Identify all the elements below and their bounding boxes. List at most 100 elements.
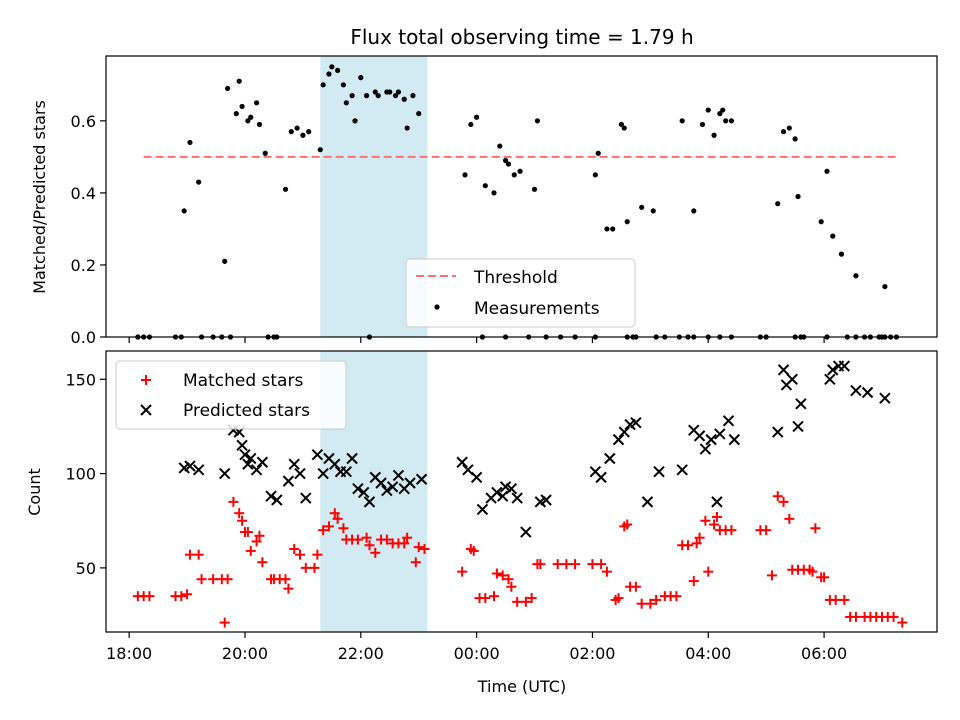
x-b	[282, 475, 295, 487]
bottom-x-marker-50	[595, 471, 607, 484]
top-point-0-84	[416, 111, 422, 117]
x-b	[491, 486, 503, 499]
bottom-x-marker-30	[381, 484, 393, 497]
bottom-plus-marker-61	[506, 581, 517, 592]
top-point-0-47	[187, 139, 193, 146]
bottom-plus-marker-47	[399, 538, 410, 549]
x-b	[357, 486, 370, 499]
top-point-0-107	[691, 208, 697, 214]
top-point-0-116	[780, 129, 787, 135]
bottom-plus-marker-66	[535, 559, 546, 570]
x-b	[589, 465, 602, 478]
x-b	[340, 465, 353, 478]
top-point-0-53	[239, 103, 245, 110]
bottom-x-marker-79	[879, 392, 891, 404]
xtick-label-3: 00:00	[454, 644, 500, 663]
bottom-x-marker-17	[300, 492, 312, 504]
bottom-plus-marker-62	[512, 596, 523, 607]
top-point-0-48	[196, 179, 202, 185]
bottom-plus-marker-17	[242, 527, 253, 538]
bottom-x-marker-2	[192, 464, 205, 476]
x-b	[641, 496, 654, 508]
x-b	[850, 384, 862, 397]
x-b	[630, 416, 642, 429]
bottom-x-marker-16	[294, 467, 306, 480]
bottom-x-marker-51	[604, 452, 616, 465]
x-b	[824, 373, 836, 385]
bottom-x-marker-25	[352, 482, 364, 495]
bottom-plus-marker-13	[228, 496, 239, 507]
top-point-0-52	[236, 78, 242, 84]
bottom-x-marker-76	[838, 360, 851, 372]
top-point-0-83	[410, 93, 416, 99]
top-point-0-106	[679, 118, 685, 124]
top-point-0-78	[387, 89, 393, 95]
bottom-x-marker-44	[505, 482, 518, 495]
top-point-0-59	[282, 186, 289, 192]
top-point-0-49	[222, 258, 228, 264]
bottom-plus-marker-58	[491, 568, 502, 579]
top-point-0-114	[728, 118, 735, 124]
bottom-x-marker-72	[795, 398, 807, 410]
bottom-plus-marker-81	[651, 594, 662, 605]
legend-measurements-label: Measurements	[474, 299, 600, 319]
top-point-0-64	[317, 147, 323, 153]
bottom-x-marker-3	[219, 467, 231, 480]
x-b	[728, 433, 741, 446]
legend-measurements-swatch	[434, 304, 440, 310]
top-point-0-91	[502, 157, 509, 164]
bottom-x-marker-73	[824, 373, 836, 385]
top-point-0-54	[245, 118, 251, 124]
bottom-plus-marker-92	[709, 519, 720, 530]
bottom-x-marker-12	[265, 490, 277, 502]
top-point-0-76	[375, 93, 381, 99]
x-b	[476, 503, 489, 516]
x-b	[404, 477, 416, 489]
bottom-plus-marker-52	[457, 566, 468, 577]
top-point-0-87	[474, 114, 480, 120]
bottom-plus-marker-76	[622, 519, 633, 530]
x-b	[219, 467, 231, 480]
top-point-0-90	[497, 143, 503, 149]
bottom-x-marker-74	[827, 364, 839, 376]
top-point-0-81	[401, 96, 407, 102]
x-b	[505, 482, 518, 495]
top-point-0-67	[329, 64, 335, 70]
bottom-plus-marker-63	[520, 596, 531, 607]
xtick-label-5: 04:00	[685, 644, 731, 663]
top-point-0-117	[786, 125, 792, 131]
top-point-0-120	[818, 219, 824, 225]
bottom-plus-marker-2	[144, 591, 155, 602]
bottom-plus-marker-31	[312, 549, 323, 560]
top-point-0-109	[705, 107, 711, 113]
bottom-x-marker-19	[317, 467, 329, 480]
bottom-plus-marker-39	[352, 534, 363, 545]
bottom-plus-marker-5	[182, 589, 193, 600]
x-b	[250, 464, 263, 476]
bottom-plus-marker-21	[257, 557, 268, 568]
bottom-plus-marker-6	[184, 549, 195, 560]
top-point-0-56	[253, 100, 260, 106]
bottom-x-marker-24	[346, 452, 358, 465]
bottom-plus-marker-84	[671, 591, 682, 602]
bottom-plus-marker-98	[761, 525, 772, 536]
bottom-x-marker-26	[357, 486, 370, 499]
bottom-plus-marker-60	[503, 574, 514, 585]
top-ytick-label-1: 0.2	[71, 256, 96, 275]
bottom-x-marker-48	[540, 494, 552, 506]
bottom-plus-marker-72	[601, 566, 612, 577]
bottom-x-marker-9	[245, 452, 257, 465]
bottom-plus-marker-70	[587, 559, 598, 570]
bottom-legend-box	[115, 360, 347, 430]
bottom-x-marker-14	[282, 475, 295, 487]
bottom-plus-marker-33	[323, 521, 334, 532]
top-point-0-61	[294, 125, 300, 131]
top-ytick-label-0: 0.0	[71, 328, 96, 347]
bottom-x-marker-34	[404, 477, 416, 489]
x-b	[392, 469, 405, 482]
top-point-0-125	[882, 283, 888, 290]
x-b	[612, 433, 625, 446]
top-point-0-92	[505, 161, 512, 167]
bottom-x-marker-32	[392, 469, 405, 482]
bottom-x-marker-71	[792, 420, 804, 433]
